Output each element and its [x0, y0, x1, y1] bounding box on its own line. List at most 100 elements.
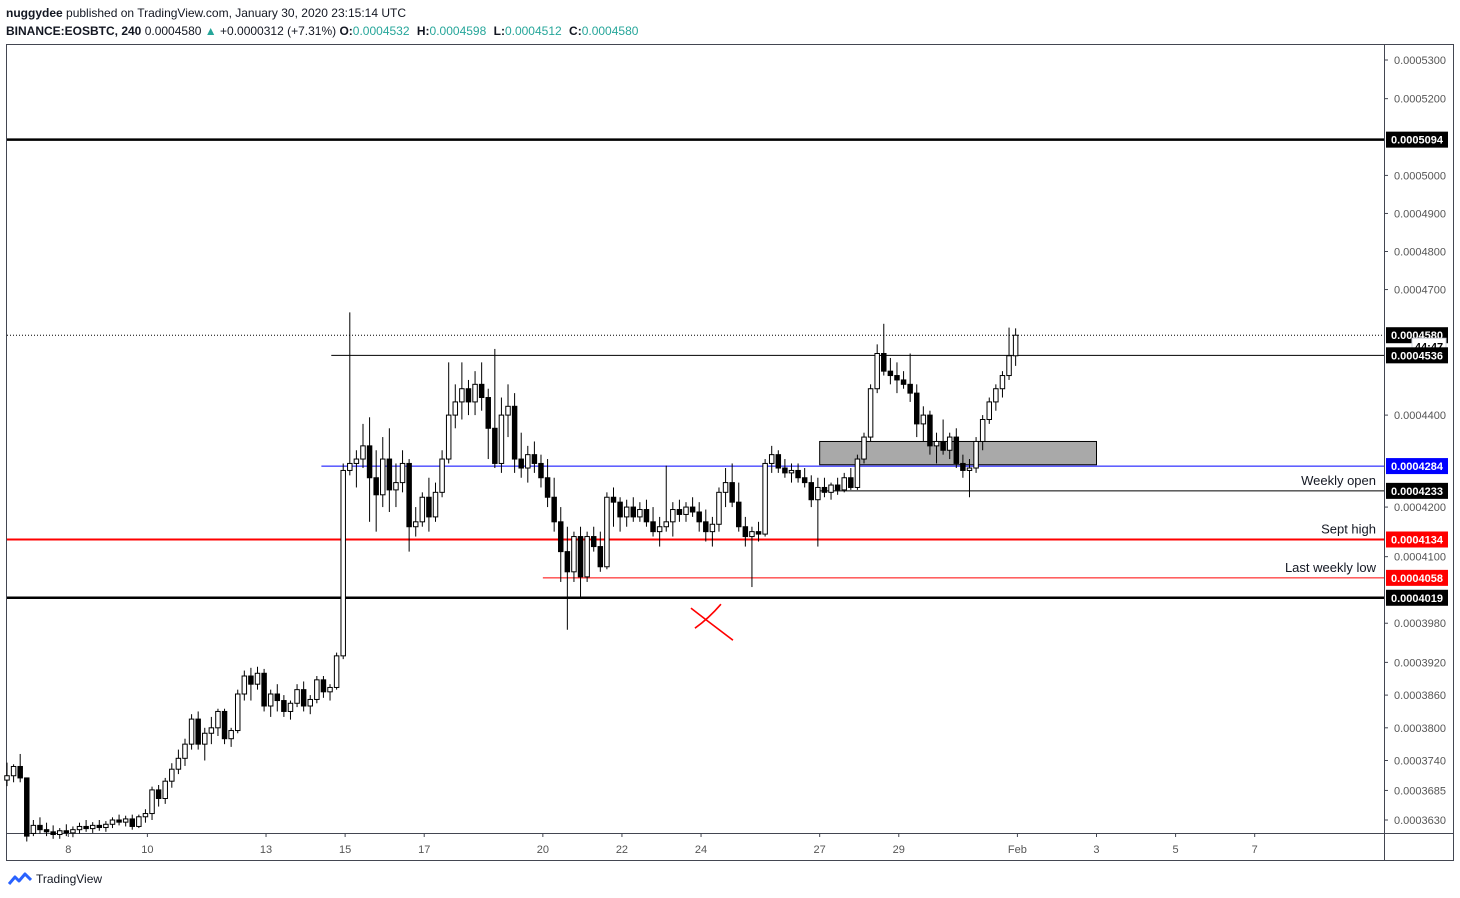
price-label: 0.0004284 — [1391, 461, 1444, 473]
candle — [762, 459, 768, 537]
candle — [986, 397, 993, 424]
candle-body — [749, 531, 755, 538]
candle-body — [17, 765, 23, 779]
candle-body — [716, 491, 722, 525]
candle — [874, 344, 880, 394]
candle-body — [894, 375, 900, 381]
candle-body — [874, 353, 880, 390]
candle — [366, 417, 373, 522]
candle-body — [821, 486, 828, 493]
candle — [459, 362, 465, 420]
candle — [63, 824, 70, 837]
candle-body — [663, 521, 669, 528]
candle-body — [300, 689, 307, 707]
candle — [287, 700, 294, 720]
candle — [999, 371, 1006, 398]
candle — [729, 463, 735, 508]
candle — [347, 312, 353, 476]
candle-body — [314, 679, 320, 700]
candle-body — [650, 521, 656, 533]
candle — [412, 507, 419, 537]
candle-body — [590, 536, 597, 548]
candle-body — [973, 440, 979, 469]
candle — [340, 463, 346, 660]
price-label-bg — [1386, 531, 1448, 548]
candle — [333, 652, 340, 690]
candle — [709, 516, 716, 547]
candle-body — [274, 693, 281, 702]
candle-body — [900, 379, 907, 385]
candle — [993, 384, 999, 411]
candle — [76, 822, 83, 834]
low-label: L: — [493, 24, 505, 38]
candle — [663, 465, 669, 532]
candle-body — [999, 375, 1006, 390]
candle — [294, 684, 300, 708]
candle-body — [215, 710, 221, 729]
candle — [914, 384, 920, 438]
candle — [155, 784, 162, 807]
price-label-bg — [1386, 569, 1448, 586]
candle — [755, 521, 762, 542]
candle — [445, 362, 452, 464]
candle-body — [808, 482, 815, 501]
candle-body — [353, 458, 360, 464]
y-tick-label: 0.0003685 — [1394, 785, 1446, 797]
candle — [584, 531, 590, 582]
candle — [505, 384, 511, 438]
candle-body — [459, 388, 465, 403]
candle — [419, 492, 426, 527]
candle — [43, 822, 50, 837]
candle-body — [221, 710, 228, 740]
candle-body — [360, 445, 366, 460]
candle-body — [979, 418, 986, 442]
y-tick-label: 0.0005300 — [1394, 55, 1446, 67]
candle — [953, 428, 960, 469]
candle — [353, 450, 360, 488]
candle — [360, 423, 366, 469]
price-label-bg — [1386, 589, 1448, 606]
ohlc-line: BINANCE:EOSBTC, 240 0.0004580 ▲ +0.00003… — [6, 22, 638, 40]
footer-brand[interactable]: TradingView — [8, 872, 102, 886]
price-change: +0.0000312 (+7.31%) — [220, 24, 337, 38]
candle — [736, 482, 742, 532]
candle — [24, 777, 30, 842]
candle — [426, 477, 432, 532]
candle — [50, 825, 56, 839]
price-label-bg — [1386, 131, 1448, 148]
level-label-5: Sept high — [1321, 521, 1376, 536]
candle-body — [386, 458, 393, 491]
x-tick-label: 5 — [1173, 844, 1179, 856]
candle-body — [50, 831, 56, 836]
candle — [56, 828, 63, 839]
candle-body — [577, 536, 584, 578]
y-tick-label: 0.0003920 — [1394, 657, 1446, 669]
candle-body — [472, 383, 478, 403]
author-name[interactable]: nuggydee — [6, 6, 63, 20]
candle-body — [96, 824, 103, 829]
candle-body — [116, 819, 122, 823]
candle — [841, 472, 847, 493]
candle — [215, 708, 221, 736]
candle-body — [1006, 355, 1012, 377]
candle-body — [887, 370, 894, 377]
candle — [492, 348, 498, 469]
candle — [70, 826, 76, 838]
candle-body — [630, 506, 637, 518]
open-label: O: — [339, 24, 353, 38]
level-label-4: Weekly open — [1301, 473, 1376, 488]
candle — [946, 432, 953, 460]
candle-body — [202, 732, 208, 745]
candle — [538, 454, 544, 488]
candle — [571, 531, 577, 582]
candle-body — [505, 405, 511, 416]
candle-body — [709, 523, 716, 533]
candle — [782, 459, 788, 478]
candle — [472, 371, 478, 416]
candle — [703, 509, 709, 542]
candle — [577, 526, 584, 598]
candle-body — [129, 818, 135, 827]
candle-body — [182, 743, 188, 759]
candle — [439, 450, 445, 498]
